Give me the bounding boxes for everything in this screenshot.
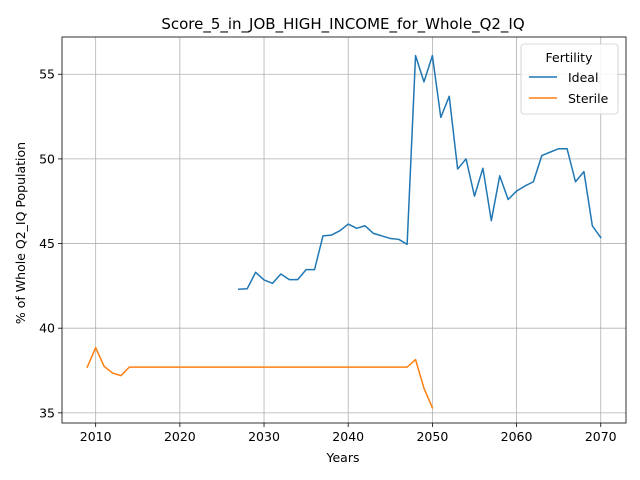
y-tick-label: 50 <box>39 151 55 166</box>
legend-label-ideal: Ideal <box>568 70 598 85</box>
x-tick-label: 2060 <box>501 429 533 444</box>
x-axis-label: Years <box>326 450 360 465</box>
series-layer <box>86 54 602 409</box>
x-tick-label: 2050 <box>416 429 448 444</box>
y-tick-label: 40 <box>39 321 55 336</box>
legend: Fertility Ideal Sterile <box>520 43 619 115</box>
x-tick-label: 2040 <box>332 429 364 444</box>
legend-title: Fertility <box>546 50 594 65</box>
x-tick-label: 2070 <box>585 429 617 444</box>
x-tick-label: 2020 <box>164 429 196 444</box>
plot-area-frame <box>61 36 627 424</box>
legend-label-sterile: Sterile <box>568 91 609 106</box>
x-tick-label: 2010 <box>80 429 112 444</box>
x-tick-label: 2030 <box>248 429 280 444</box>
y-tick-label: 55 <box>39 67 55 82</box>
y-tick-label: 45 <box>39 236 55 251</box>
legend-box <box>520 43 619 115</box>
series-line-sterile <box>86 346 434 409</box>
axis-ticks: 2010 2020 2030 2040 2050 2060 2070 35 40 45 50 55 <box>39 67 617 444</box>
chart-title: Score_5_in_JOB_HIGH_INCOME_for_Whole_Q2_… <box>161 15 524 34</box>
grid <box>62 37 626 423</box>
y-tick-label: 35 <box>39 405 55 420</box>
y-axis-label: % of Whole Q2_IQ Population <box>13 142 28 324</box>
series-line-ideal <box>237 54 602 291</box>
